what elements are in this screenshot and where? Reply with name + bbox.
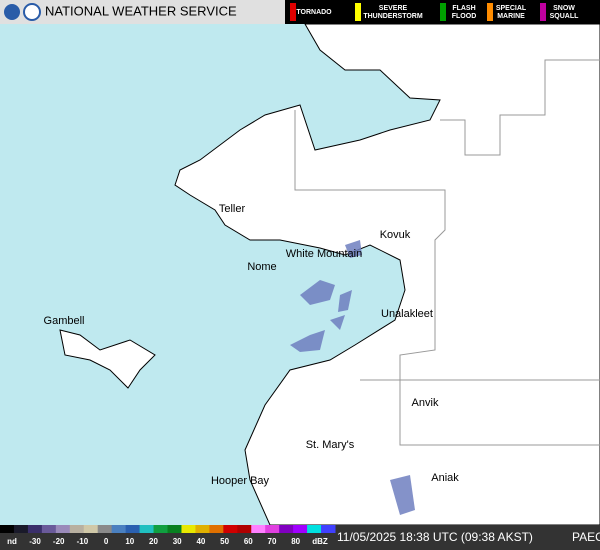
scale-swatch (41, 525, 57, 533)
place-label: Hooper Bay (211, 475, 270, 487)
scale-label: 0 (104, 537, 109, 546)
place-label: Kovuk (380, 229, 411, 241)
radar-echo (290, 240, 415, 515)
border (440, 59, 600, 156)
scale-label: dBZ (312, 537, 328, 546)
place-label: Anvik (412, 397, 439, 409)
island (59, 329, 156, 389)
scale-swatch (195, 525, 210, 533)
scale-label: 10 (125, 537, 134, 546)
place-label: Aniak (431, 472, 459, 484)
scale-swatch (279, 525, 294, 533)
warning-label: SNOW SQUALL (550, 5, 580, 20)
scale-swatch (111, 525, 127, 533)
scale-label: 40 (196, 537, 205, 546)
scale-label: 70 (268, 537, 277, 546)
scale-swatch (321, 525, 336, 533)
scale-label: -30 (29, 537, 41, 546)
scale-label: 50 (220, 537, 229, 546)
scale-swatch (251, 525, 266, 533)
place-labels: Teller Kovuk White Mountain Nome Gambell… (44, 203, 460, 487)
warning-swatch (290, 3, 296, 21)
scale-swatch (265, 525, 280, 533)
scale-swatch (55, 525, 71, 533)
scale-label: -10 (77, 537, 89, 546)
warning-label: FLASH FLOOD (452, 5, 477, 20)
warning-label: SPECIAL MARINE (496, 5, 527, 20)
scale-swatch (69, 525, 85, 533)
warning-swatch (440, 3, 446, 21)
place-label: Teller (219, 203, 246, 215)
warning-swatch (487, 3, 493, 21)
scale-swatch (83, 525, 99, 533)
place-label: St. Mary's (306, 439, 355, 451)
scale-label: -20 (53, 537, 65, 546)
scale-swatch (237, 525, 252, 533)
scale-label: 60 (244, 537, 253, 546)
header-bar (0, 0, 285, 24)
place-label: Gambell (44, 315, 85, 327)
scale-label: 20 (149, 537, 158, 546)
place-label: White Mountain (286, 248, 362, 260)
scale-swatch (125, 525, 141, 533)
scale-label: nd (7, 537, 17, 546)
scale-swatch (27, 525, 43, 533)
scale-swatch (139, 525, 155, 533)
place-label: Unalakleet (381, 308, 433, 320)
scale-swatch (0, 525, 15, 533)
scale-swatch (167, 525, 182, 533)
scale-label: 30 (173, 537, 182, 546)
border (294, 110, 600, 446)
warning-swatch (355, 3, 361, 21)
timestamp: 11/05/2025 18:38 UTC (09:38 AKST) (337, 530, 533, 544)
scale-label: 80 (291, 537, 300, 546)
scale-swatch (307, 525, 322, 533)
scale-swatch (293, 525, 308, 533)
land (174, 23, 600, 526)
scale-swatch (223, 525, 238, 533)
scale-swatch (181, 525, 196, 533)
warning-label: SEVERE THUNDERSTORM (363, 5, 423, 20)
station: PAEC (572, 530, 600, 544)
nws-logo (23, 3, 41, 21)
scale-swatch (97, 525, 113, 533)
header-title: NATIONAL WEATHER SERVICE (45, 3, 237, 18)
warning-swatch (540, 3, 546, 21)
noaa-logo (4, 4, 20, 20)
scale-swatch (209, 525, 224, 533)
warning-label: TORNADO (296, 9, 332, 16)
place-label: Nome (247, 261, 276, 273)
scale-swatch (13, 525, 29, 533)
scale-swatch (153, 525, 168, 533)
